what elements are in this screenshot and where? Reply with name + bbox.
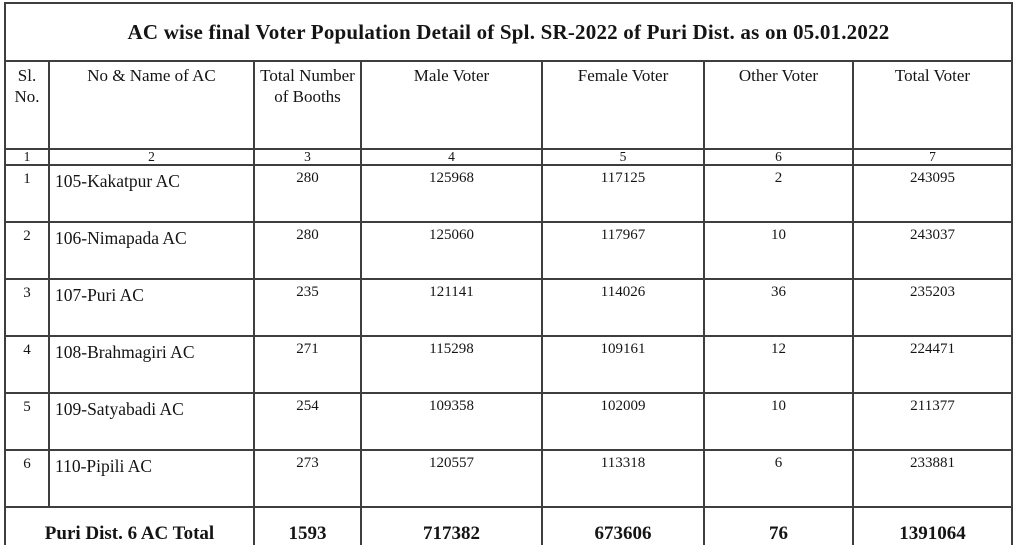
- header-total-voter: Total Voter: [852, 60, 1013, 150]
- cell-ac-name: 106-Nimapada AC: [48, 221, 255, 280]
- cell-ac-name: 108-Brahmagiri AC: [48, 335, 255, 394]
- cell-booths: 273: [253, 449, 362, 508]
- cell-other: 10: [703, 221, 854, 280]
- total-booths: 1593: [253, 506, 362, 545]
- table-row: 6 110-Pipili AC 273 120557 113318 6 2338…: [4, 449, 1013, 508]
- total-female: 673606: [541, 506, 705, 545]
- column-number-row: 1 2 3 4 5 6 7: [4, 148, 1013, 166]
- column-number: 6: [703, 148, 854, 166]
- cell-ac-name: 105-Kakatpur AC: [48, 164, 255, 223]
- table-row: 5 109-Satyabadi AC 254 109358 102009 10 …: [4, 392, 1013, 451]
- cell-booths: 280: [253, 221, 362, 280]
- cell-total: 233881: [852, 449, 1013, 508]
- table-header-row: Sl. No. No & Name of AC Total Number of …: [4, 60, 1013, 150]
- column-number: 2: [48, 148, 255, 166]
- cell-male: 125968: [360, 164, 543, 223]
- cell-sl-no: 6: [4, 449, 50, 508]
- cell-booths: 280: [253, 164, 362, 223]
- cell-total: 211377: [852, 392, 1013, 451]
- cell-other: 2: [703, 164, 854, 223]
- table-row: 4 108-Brahmagiri AC 271 115298 109161 12…: [4, 335, 1013, 394]
- cell-ac-name: 110-Pipili AC: [48, 449, 255, 508]
- total-other: 76: [703, 506, 854, 545]
- cell-sl-no: 5: [4, 392, 50, 451]
- cell-female: 117967: [541, 221, 705, 280]
- cell-female: 117125: [541, 164, 705, 223]
- table-row: 3 107-Puri AC 235 121141 114026 36 23520…: [4, 278, 1013, 337]
- page-title: AC wise final Voter Population Detail of…: [4, 2, 1013, 62]
- header-other-voter: Other Voter: [703, 60, 854, 150]
- cell-female: 114026: [541, 278, 705, 337]
- column-number: 1: [4, 148, 50, 166]
- voter-population-table: AC wise final Voter Population Detail of…: [4, 2, 1013, 545]
- cell-booths: 271: [253, 335, 362, 394]
- cell-sl-no: 3: [4, 278, 50, 337]
- cell-other: 10: [703, 392, 854, 451]
- cell-female: 102009: [541, 392, 705, 451]
- cell-total: 243037: [852, 221, 1013, 280]
- cell-ac-name: 107-Puri AC: [48, 278, 255, 337]
- cell-total: 235203: [852, 278, 1013, 337]
- cell-total: 243095: [852, 164, 1013, 223]
- header-total-booths: Total Number of Booths: [253, 60, 362, 150]
- title-row: AC wise final Voter Population Detail of…: [4, 2, 1013, 62]
- header-ac-name: No & Name of AC: [48, 60, 255, 150]
- header-sl-no: Sl. No.: [4, 60, 50, 150]
- column-number: 7: [852, 148, 1013, 166]
- cell-male: 115298: [360, 335, 543, 394]
- district-total-row: Puri Dist. 6 AC Total 1593 717382 673606…: [4, 506, 1013, 545]
- cell-male: 109358: [360, 392, 543, 451]
- cell-other: 36: [703, 278, 854, 337]
- total-voter: 1391064: [852, 506, 1013, 545]
- cell-booths: 235: [253, 278, 362, 337]
- column-number: 4: [360, 148, 543, 166]
- cell-male: 121141: [360, 278, 543, 337]
- cell-female: 109161: [541, 335, 705, 394]
- total-male: 717382: [360, 506, 543, 545]
- header-male-voter: Male Voter: [360, 60, 543, 150]
- cell-sl-no: 1: [4, 164, 50, 223]
- table-row: 2 106-Nimapada AC 280 125060 117967 10 2…: [4, 221, 1013, 280]
- table-row: 1 105-Kakatpur AC 280 125968 117125 2 24…: [4, 164, 1013, 223]
- cell-male: 125060: [360, 221, 543, 280]
- cell-ac-name: 109-Satyabadi AC: [48, 392, 255, 451]
- total-row-label: Puri Dist. 6 AC Total: [4, 506, 255, 545]
- cell-female: 113318: [541, 449, 705, 508]
- header-female-voter: Female Voter: [541, 60, 705, 150]
- column-number: 5: [541, 148, 705, 166]
- cell-other: 12: [703, 335, 854, 394]
- cell-total: 224471: [852, 335, 1013, 394]
- cell-other: 6: [703, 449, 854, 508]
- column-number: 3: [253, 148, 362, 166]
- cell-sl-no: 2: [4, 221, 50, 280]
- cell-male: 120557: [360, 449, 543, 508]
- cell-booths: 254: [253, 392, 362, 451]
- cell-sl-no: 4: [4, 335, 50, 394]
